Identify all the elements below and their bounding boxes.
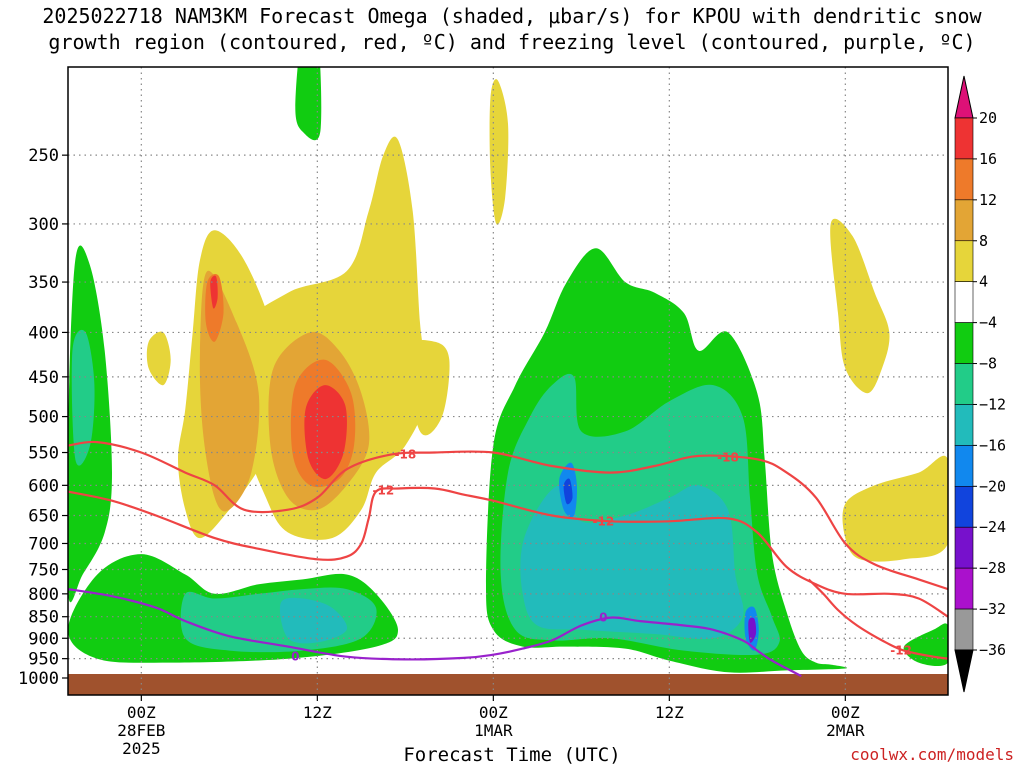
omega-region [748,617,757,643]
colorbar-bin [954,567,974,610]
omega-region [489,79,509,225]
colorbar-bin [954,486,974,528]
colorbar-bin [954,404,974,446]
contour-layer [68,440,948,678]
colorbar-label: −20 [979,477,1006,495]
omega-region [830,218,890,394]
omega-region [295,67,322,141]
x-tick-label: 00Z [479,703,508,722]
y-axis: 2503003504004505005506006507007508008509… [18,146,68,689]
omega-region [903,623,948,667]
colorbar-bin [954,608,974,651]
colorbar-bin [954,199,974,242]
x-axis-title: Forecast Time (UTC) [403,744,621,766]
colorbar-label: 16 [979,150,997,168]
contour-line [68,440,948,591]
y-tick-label: 600 [28,476,59,496]
colorbar-label: −4 [979,314,997,332]
x-tick-label: 00Z [127,703,156,722]
colorbar-label: 8 [979,232,988,250]
chart-title-line-1: 2025022718 NAM3KM Forecast Omega (shaded… [42,4,982,28]
colorbar-label: 12 [979,191,997,209]
colorbar-bin [954,158,974,201]
contour-label: -18 [717,450,739,464]
ground-strip [68,674,948,695]
y-tick-label: 450 [28,368,59,388]
contour-line [68,486,948,618]
y-tick-label: 750 [28,561,59,581]
colorbar-under-triangle [954,649,974,693]
colorbar-over-triangle [954,75,974,119]
contour-label: -12 [890,644,912,658]
contour-label: -12 [372,483,394,497]
y-tick-label: 400 [28,323,59,343]
colorbar-label: −24 [979,518,1006,536]
y-tick-label: 700 [28,534,59,554]
contour-line [68,588,802,678]
contour-label: -18 [394,448,416,462]
colorbar-bin [954,281,974,323]
y-tick-label: 550 [28,444,59,464]
colorbar: 20 16 12 8 4 −4 −8 −12 −16 −20 −24 −28 −32 −36 [954,75,1006,693]
contour-label: 0 [599,611,607,625]
colorbar-label: −16 [979,436,1006,454]
contour-label-layer: -18 -18 -12 -12 -12 0 0 [291,448,912,664]
omega-shading-layer [68,67,948,673]
x-tick-label: 1MAR [474,721,513,740]
y-tick-label: 1000 [18,669,59,689]
contour-label: -12 [592,514,614,528]
omega-region [146,331,171,386]
colorbar-label: 4 [979,273,988,291]
colorbar-bin [954,445,974,487]
colorbar-label: −8 [979,355,997,373]
colorbar-bin [954,240,974,282]
colorbar-bin [954,117,974,160]
contour-line [807,578,948,660]
omega-region [279,597,348,644]
colorbar-bin [954,363,974,405]
y-tick-label: 300 [28,215,59,235]
x-tick-label: 12Z [303,703,332,722]
x-tick-label: 2025 [122,739,161,758]
omega-region [520,484,744,640]
y-tick-label: 500 [28,408,59,428]
colorbar-label: −36 [979,641,1006,659]
y-tick-label: 900 [28,629,59,649]
y-tick-label: 850 [28,608,59,628]
x-tick-label: 28FEB [117,721,165,740]
omega-region [404,340,450,436]
contour-label: 0 [291,650,299,664]
y-tick-label: 650 [28,507,59,527]
x-tick-label: 2MAR [826,721,865,740]
omega-region [71,329,95,466]
x-tick-label: 12Z [655,703,684,722]
x-tick-label: 00Z [831,703,860,722]
y-tick-label: 250 [28,146,59,166]
colorbar-bin [954,526,974,569]
chart-title-line-2: growth region (contoured, red, ºC) and f… [48,30,976,54]
omega-region [304,385,347,480]
y-tick-label: 350 [28,273,59,293]
site-credit[interactable]: coolwx.com/models [850,745,1014,764]
plot-frame [67,66,949,696]
colorbar-label: 20 [979,109,997,127]
grid-layer [68,67,948,695]
omega-region [563,478,573,505]
y-tick-label: 950 [28,650,59,670]
colorbar-label: −32 [979,600,1006,618]
colorbar-bin [954,322,974,364]
y-tick-label: 800 [28,585,59,605]
colorbar-label: −12 [979,395,1006,413]
omega-region [210,275,218,309]
omega-region [842,455,948,562]
colorbar-label: −28 [979,559,1006,577]
